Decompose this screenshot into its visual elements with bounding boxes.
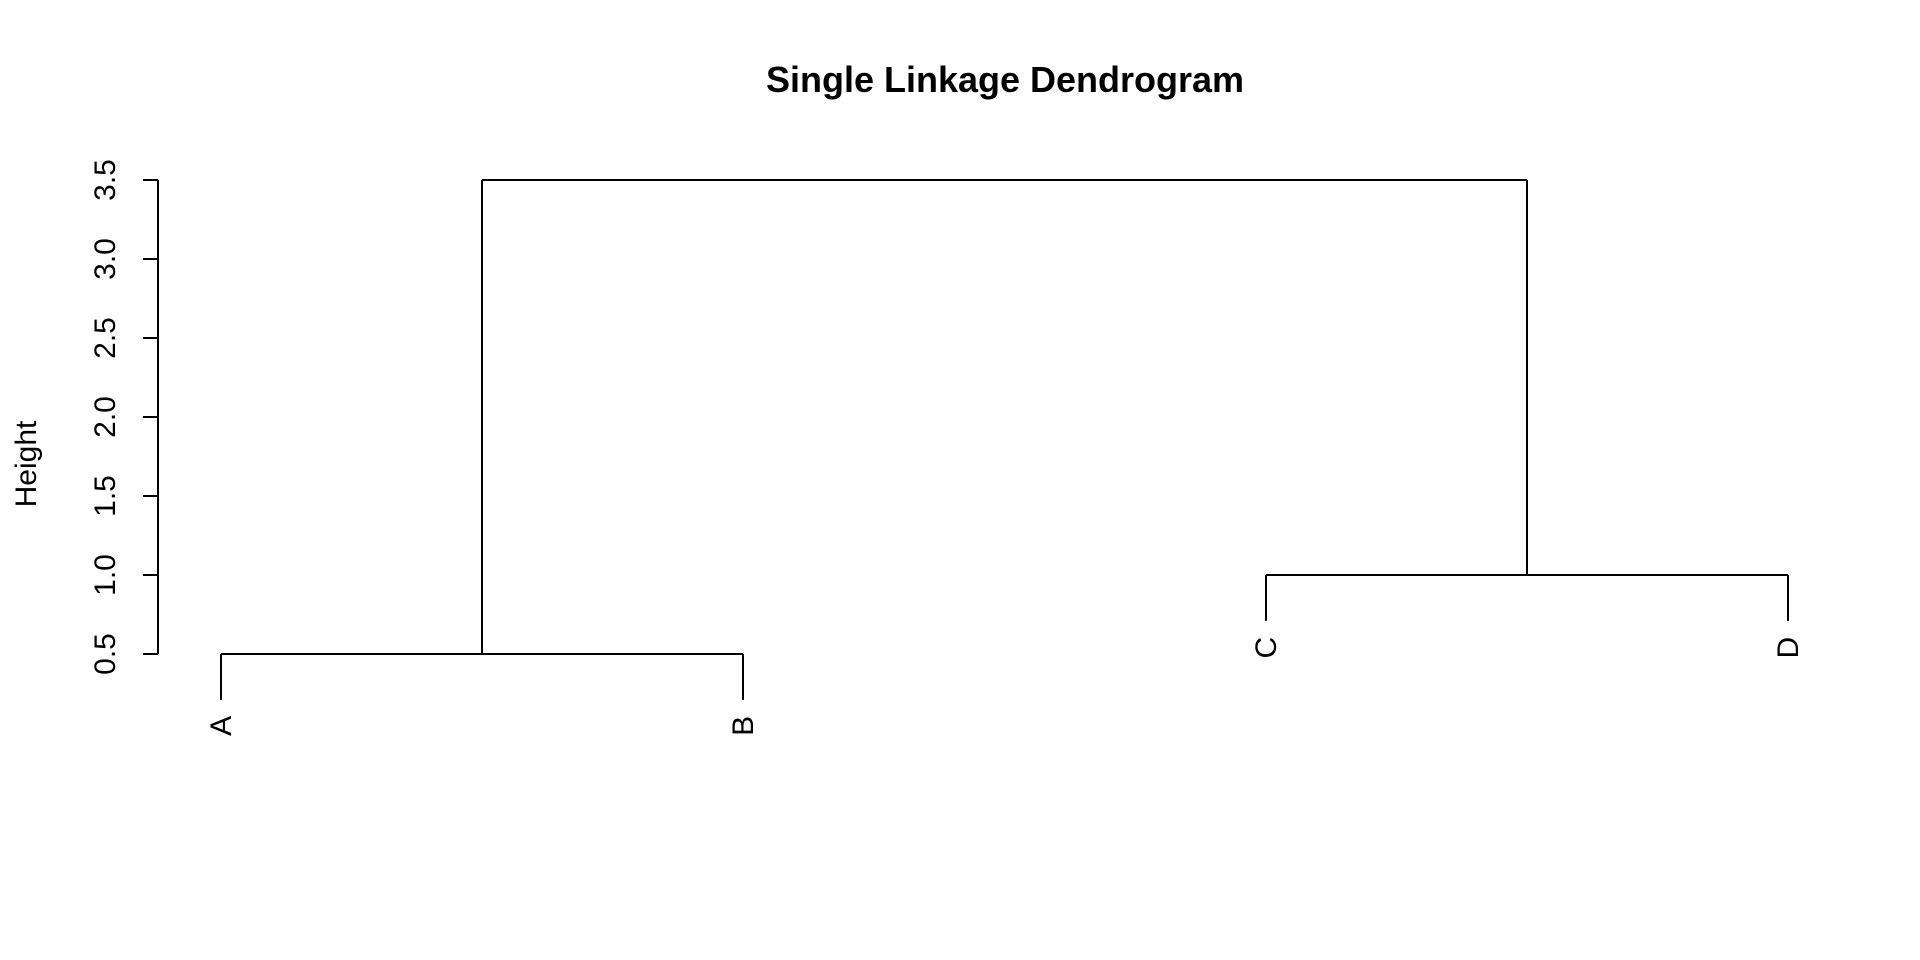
y-axis-label: Height (10, 420, 43, 507)
chart-title: Single Linkage Dendrogram (766, 59, 1244, 100)
leaf-label-a: A (205, 716, 238, 736)
leaf-label-c: C (1250, 637, 1283, 659)
y-tick-label: 1.0 (89, 554, 122, 596)
y-tick-label: 3.5 (89, 159, 122, 201)
y-tick-label: 3.0 (89, 238, 122, 280)
leaf-labels: A B C D (205, 637, 1805, 736)
dendrogram-tree (220, 179, 1789, 700)
y-tick-label: 2.0 (89, 396, 122, 438)
y-tick-label: 2.5 (89, 317, 122, 359)
y-axis: 0.5 1.0 1.5 2.0 2.5 3.0 3.5 (89, 159, 159, 675)
leaf-label-b: B (727, 716, 760, 736)
y-tick-label: 0.5 (89, 633, 122, 675)
y-tick-label: 1.5 (89, 475, 122, 517)
leaf-label-d: D (1772, 637, 1805, 659)
